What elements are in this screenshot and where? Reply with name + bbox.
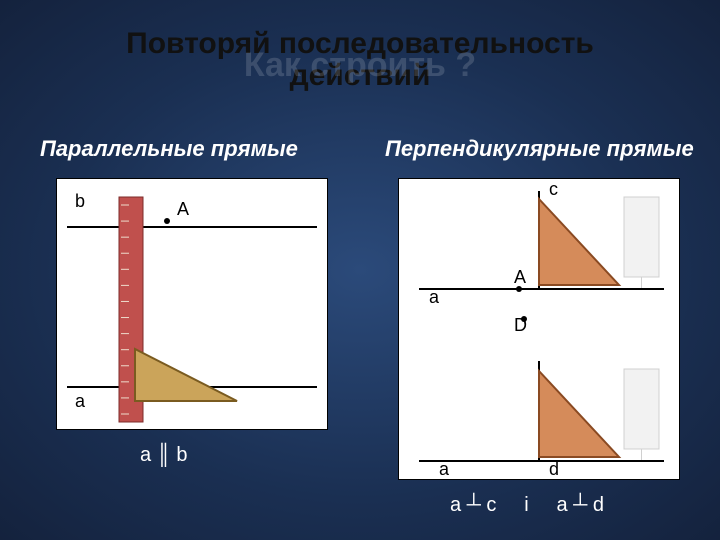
svg-text:a: a xyxy=(439,459,450,479)
formula-perp-2: a ┴ d xyxy=(556,494,604,516)
formula-perp-i: i xyxy=(524,494,528,516)
formula-parallel: a ║ b xyxy=(140,444,188,467)
title-line2: действий xyxy=(0,60,720,92)
svg-text:b: b xyxy=(75,191,85,211)
diagram-perpendicular: c Aa Da d xyxy=(399,179,679,479)
svg-text:c: c xyxy=(549,179,558,199)
diagram-parallel: b Aa xyxy=(57,179,327,429)
svg-text:a: a xyxy=(429,287,440,307)
formula-perpendicular: a ┴ c i a ┴ d xyxy=(450,494,604,517)
svg-text:D: D xyxy=(514,315,527,335)
formula-perp-1: a ┴ c xyxy=(450,494,496,516)
svg-text:d: d xyxy=(549,459,559,479)
title-line1: Повторяй последовательность xyxy=(0,28,720,60)
title-block: Как строить ? Повторяй последовательност… xyxy=(0,28,720,91)
panel-parallel: b Aa xyxy=(56,178,328,430)
svg-text:A: A xyxy=(177,199,189,219)
panel-perpendicular: c Aa Da d xyxy=(398,178,680,480)
svg-text:A: A xyxy=(514,267,526,287)
svg-text:a: a xyxy=(75,391,86,411)
heading-right: Перпендикулярные прямые xyxy=(0,136,720,162)
